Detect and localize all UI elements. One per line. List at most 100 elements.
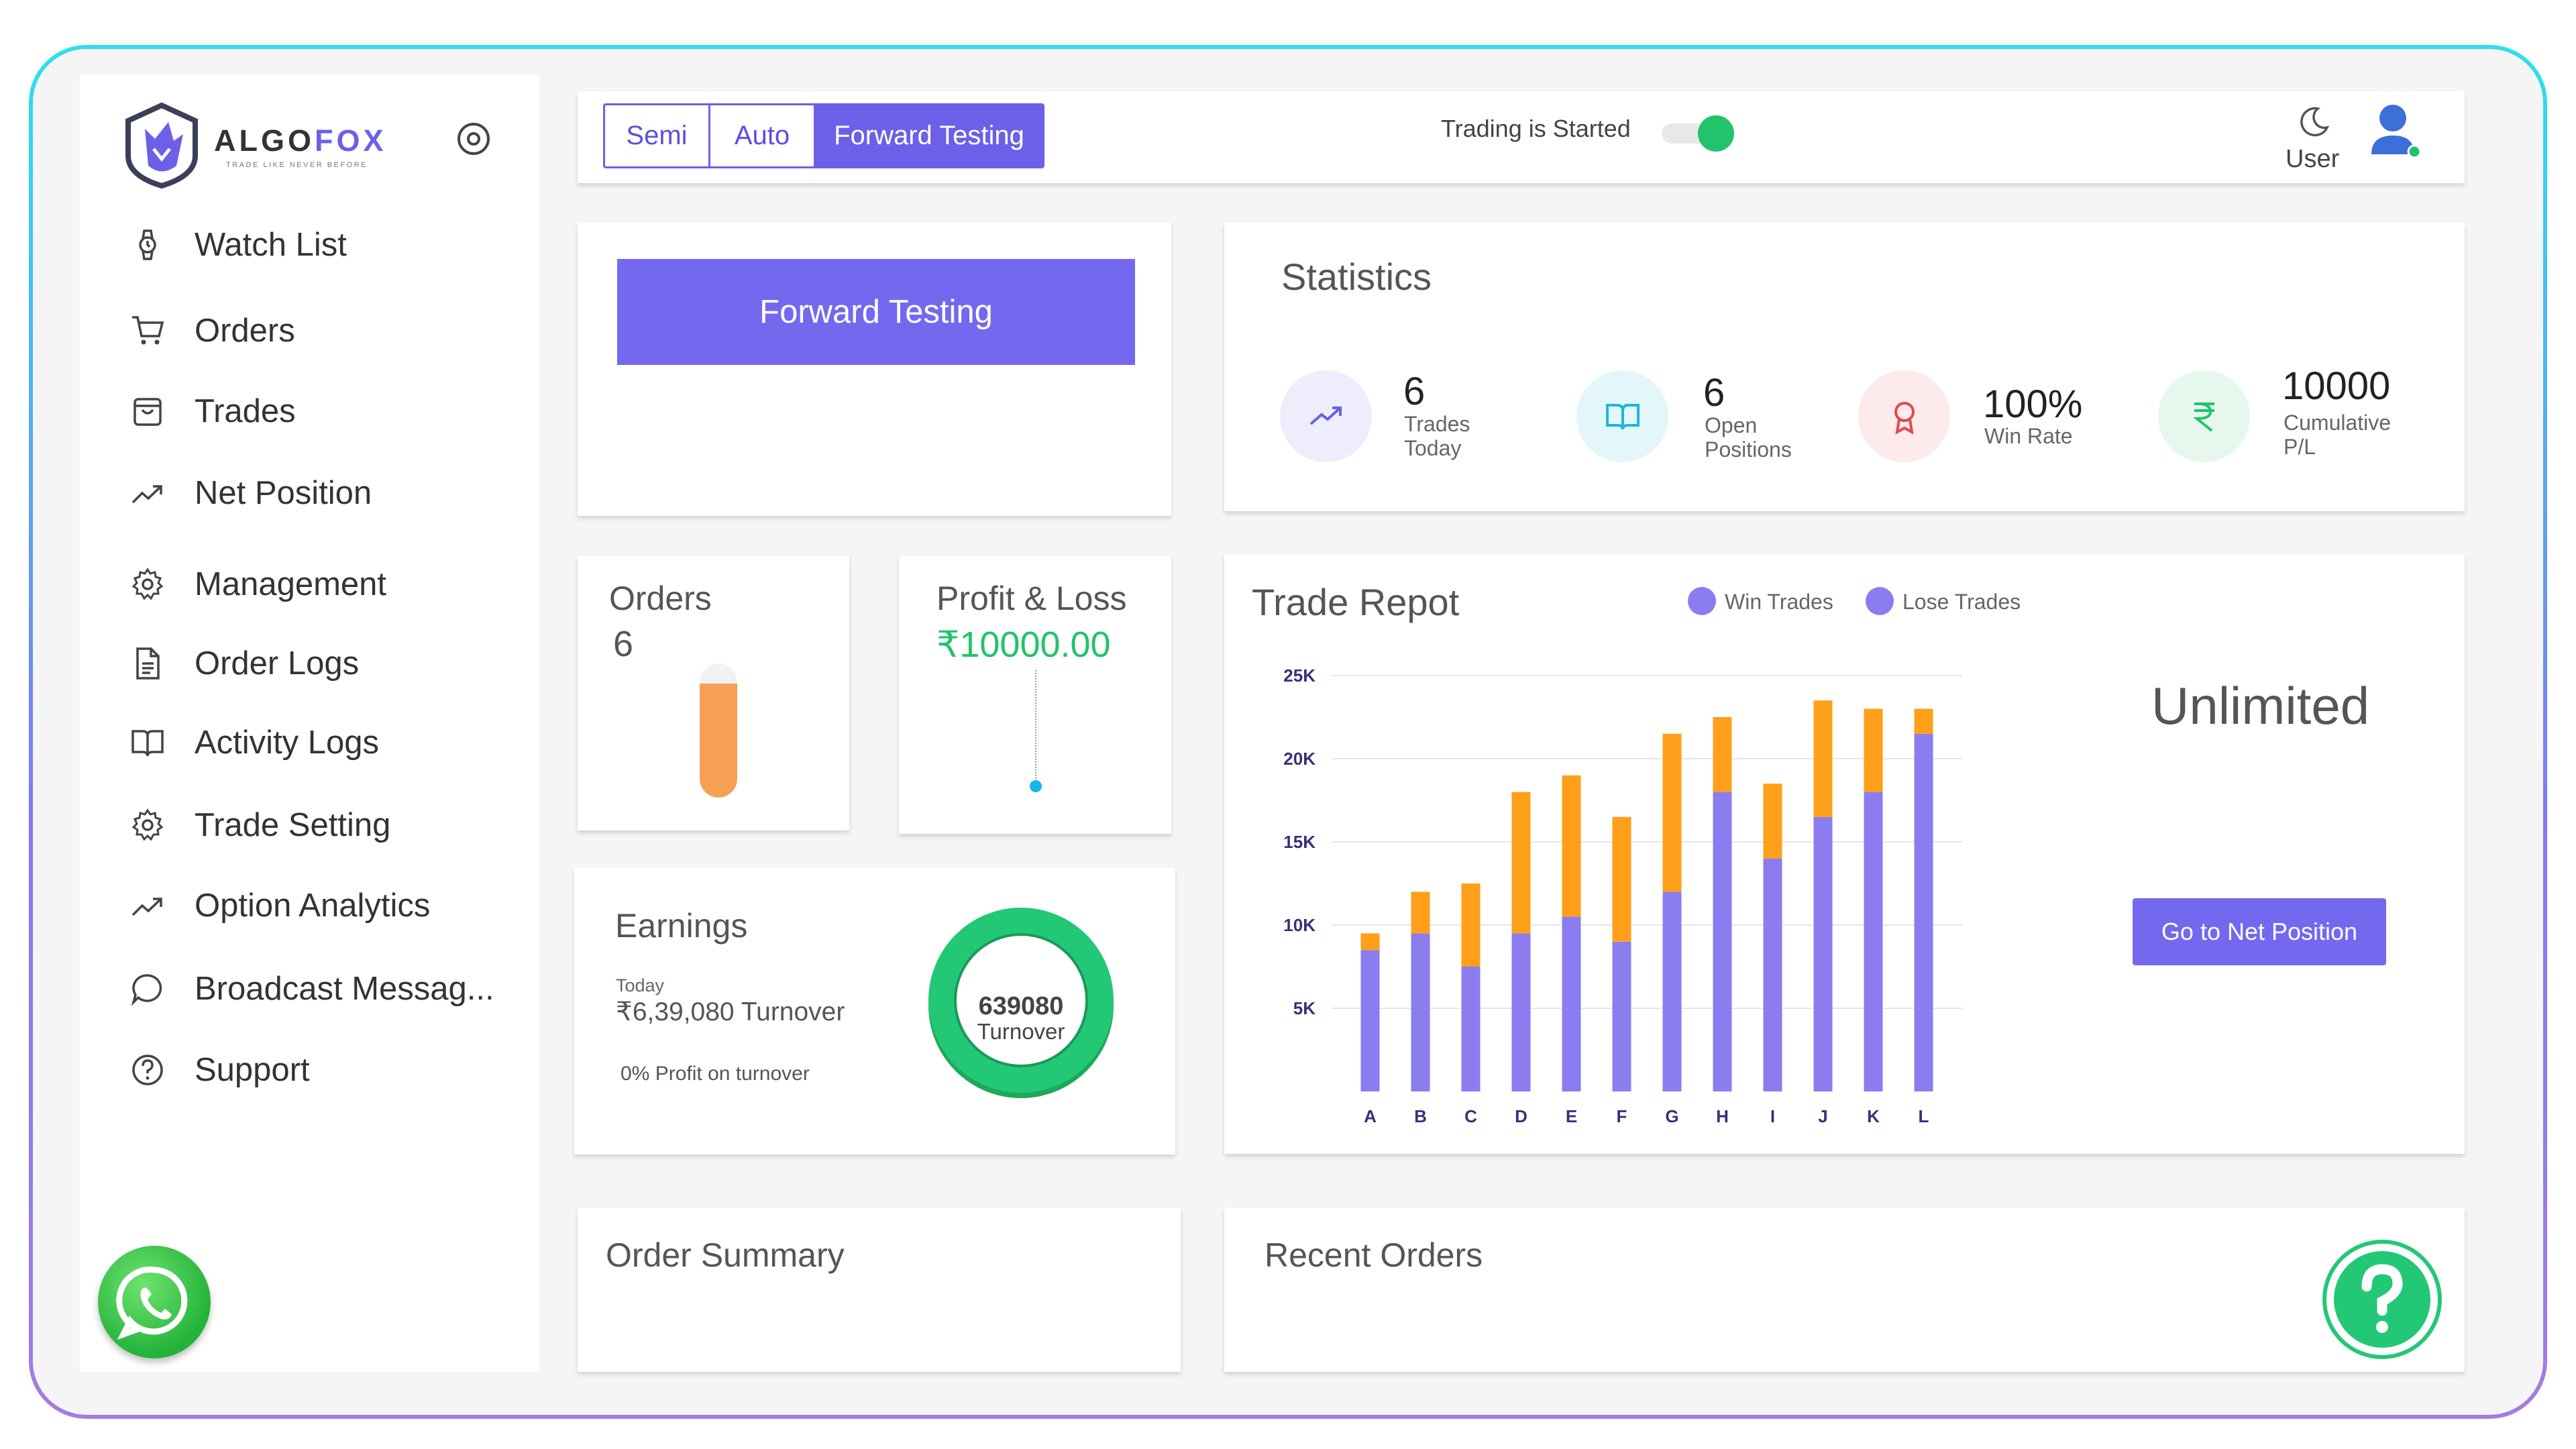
win-rate-label: Win Rate xyxy=(1984,424,2073,448)
sidebar-item-order-logs[interactable]: Order Logs xyxy=(130,640,359,687)
orders-count: 6 xyxy=(613,624,634,664)
x-tick-label: L xyxy=(1919,1106,1929,1126)
sidebar-item-label: Option Analytics xyxy=(195,888,431,924)
bar-lose-trades xyxy=(1411,892,1430,934)
donut-value: 639080 xyxy=(978,992,1064,1020)
sidebar-item-trade-setting[interactable]: Trade Setting xyxy=(130,802,390,849)
statistics-title: Statistics xyxy=(1281,256,1432,298)
user-avatar-icon[interactable] xyxy=(2362,98,2429,165)
brand-name: ALGOFOX xyxy=(214,123,387,158)
brand-logo: ALGOFOX TRADE LIKE NEVER BEFORE xyxy=(121,102,403,196)
moon-icon[interactable] xyxy=(2295,103,2332,141)
user-label: User xyxy=(2286,145,2340,173)
rupee-icon xyxy=(2192,402,2214,432)
sidebar-item-label: Orders xyxy=(195,313,295,349)
cart-icon xyxy=(132,316,164,345)
bar-lose-trades xyxy=(1562,775,1581,917)
win-rate-badge xyxy=(1858,370,1950,462)
sidebar-item-label: Net Position xyxy=(195,475,372,511)
bar-win-trades xyxy=(1763,858,1782,1091)
earnings-profit-text: 0% Profit on turnover xyxy=(621,1063,810,1085)
x-tick-label: H xyxy=(1716,1106,1729,1126)
sidebar-item-label: Trade Setting xyxy=(195,807,391,843)
x-tick-label: I xyxy=(1770,1106,1775,1126)
legend-lose-label: Lose Trades xyxy=(1902,590,2021,614)
bar-win-trades xyxy=(1562,916,1581,1091)
sidebar-item-net-position[interactable]: Net Position xyxy=(130,470,372,517)
sidebar-item-support[interactable]: Support xyxy=(130,1046,310,1093)
profit-loss-indicator-line xyxy=(1035,670,1036,784)
help-button[interactable] xyxy=(2322,1240,2442,1359)
trades-today-value: 6 xyxy=(1403,370,1426,413)
trades-today-badge xyxy=(1280,370,1372,462)
earnings-card: Earnings Today ₹6,39,080 Turnover 0% Pro… xyxy=(574,867,1175,1155)
x-tick-label: A xyxy=(1364,1106,1377,1126)
orders-card-title: Orders xyxy=(609,580,712,617)
sidebar-item-watch-list[interactable]: Watch List xyxy=(130,221,347,268)
cumulative-pl-label: Cumulative P/L xyxy=(2284,411,2392,459)
bar-lose-trades xyxy=(1713,717,1732,792)
go-to-net-position-button[interactable]: Go to Net Position xyxy=(2133,898,2386,965)
sidebar-item-orders[interactable]: Orders xyxy=(130,307,295,354)
top-bar: Semi Auto Forward Testing Trading is Sta… xyxy=(578,91,2465,183)
watch-icon xyxy=(139,229,156,260)
bar-lose-trades xyxy=(1864,708,1883,792)
bar-win-trades xyxy=(1713,792,1732,1091)
open-positions-badge xyxy=(1576,370,1668,462)
bar-win-trades xyxy=(1360,950,1380,1091)
mode-semi-button[interactable]: Semi xyxy=(605,105,710,166)
bar-lose-trades xyxy=(1511,792,1531,934)
orders-gauge xyxy=(700,663,737,798)
gear-icon xyxy=(131,808,164,841)
sidebar-item-activity-logs[interactable]: Activity Logs xyxy=(130,719,379,766)
document-icon xyxy=(136,647,160,680)
x-tick-label: K xyxy=(1867,1106,1880,1126)
order-summary-card: Order Summary xyxy=(578,1208,1181,1372)
forward-testing-card: Forward Testing xyxy=(578,223,1171,516)
question-icon xyxy=(132,1055,163,1085)
win-rate-value: 100% xyxy=(1983,382,2083,426)
x-tick-label: F xyxy=(1617,1106,1627,1126)
sidebar-item-option-analytics[interactable]: Option Analytics xyxy=(130,882,430,929)
statistics-card: Statistics 6 Trades Today 6 Open Positions… xyxy=(1224,223,2465,511)
earnings-turnover: ₹6,39,080 Turnover xyxy=(616,998,845,1026)
x-tick-label: E xyxy=(1566,1106,1577,1126)
gear-icon xyxy=(131,568,164,600)
x-tick-label: J xyxy=(1818,1106,1827,1126)
trade-report-title: Trade Repot xyxy=(1252,581,1460,623)
x-tick-label: C xyxy=(1464,1106,1477,1126)
mode-forward-testing-button[interactable]: Forward Testing xyxy=(816,105,1042,166)
legend-lose-marker xyxy=(1866,587,1894,615)
forward-testing-button[interactable]: Forward Testing xyxy=(617,259,1135,365)
turnover-donut xyxy=(928,908,1114,1098)
order-summary-title: Order Summary xyxy=(606,1236,845,1274)
y-tick-label: 5K xyxy=(1293,998,1316,1018)
profit-loss-card: Profit & Loss ₹10000.00 xyxy=(899,556,1171,834)
question-mark-icon xyxy=(2361,1264,2403,1316)
open-positions-value: 6 xyxy=(1703,371,1725,415)
whatsapp-button[interactable] xyxy=(98,1246,211,1358)
sidebar-item-management[interactable]: Management xyxy=(130,561,386,608)
mode-auto-button[interactable]: Auto xyxy=(710,105,816,166)
sidebar-item-label: Watch List xyxy=(195,227,347,263)
book-icon xyxy=(131,730,164,757)
x-tick-label: D xyxy=(1515,1106,1527,1126)
sidebar-item-label: Management xyxy=(195,566,387,602)
sidebar-item-label: Trades xyxy=(195,393,296,429)
bag-icon xyxy=(133,398,162,426)
cumulative-pl-badge xyxy=(2158,370,2250,462)
profit-loss-indicator-dot xyxy=(1030,780,1042,792)
trade-report-card: Trade Repot Win Trades Lose Trades 5K 10K… xyxy=(1224,555,2465,1154)
sidebar-item-trades[interactable]: Trades xyxy=(130,388,296,435)
bar-lose-trades xyxy=(1914,708,1933,734)
recent-orders-title: Recent Orders xyxy=(1265,1236,1483,1274)
earnings-period: Today xyxy=(616,975,665,996)
sidebar-item-broadcast-messages[interactable]: Broadcast Messag... xyxy=(130,965,494,1012)
profit-loss-value: ₹10000.00 xyxy=(936,625,1111,665)
bar-lose-trades xyxy=(1612,816,1631,942)
trading-toggle[interactable] xyxy=(1662,115,1734,152)
legend-win-label: Win Trades xyxy=(1725,590,1833,614)
x-tick-label: G xyxy=(1665,1106,1678,1126)
profit-loss-title: Profit & Loss xyxy=(936,580,1127,617)
target-icon[interactable] xyxy=(455,121,492,157)
